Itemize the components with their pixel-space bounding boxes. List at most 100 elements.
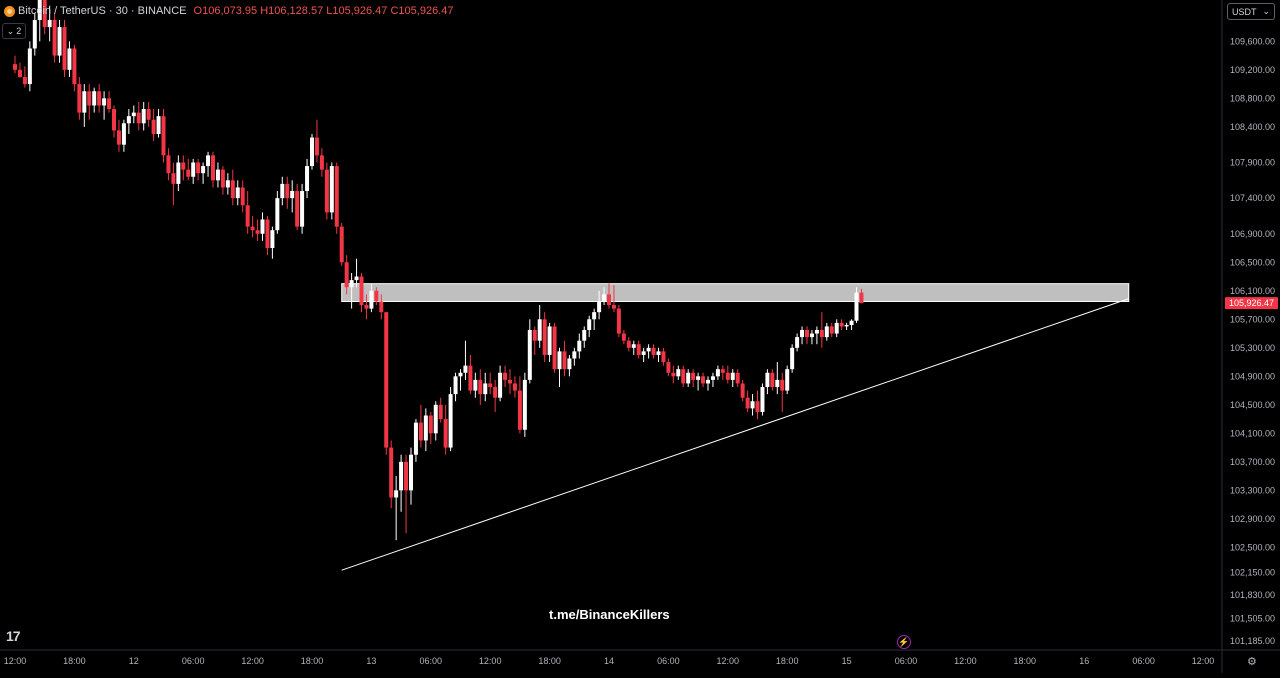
candle-body[interactable] — [32, 19, 37, 49]
candle-body[interactable] — [156, 116, 161, 134]
candle-body[interactable] — [636, 344, 641, 355]
lightning-icon[interactable]: ⚡ — [897, 635, 911, 649]
candle-body[interactable] — [562, 351, 567, 370]
candle-body[interactable] — [517, 390, 522, 430]
candle-body[interactable] — [230, 180, 235, 199]
candle-body[interactable] — [829, 326, 834, 334]
candle-body[interactable] — [651, 347, 656, 355]
candle-body[interactable] — [750, 401, 755, 409]
candle-body[interactable] — [394, 490, 399, 498]
candle-body[interactable] — [255, 230, 260, 234]
candle-body[interactable] — [547, 326, 552, 355]
candle-body[interactable] — [582, 329, 587, 341]
candle-body[interactable] — [295, 191, 300, 227]
candle-body[interactable] — [844, 325, 849, 327]
candle-body[interactable] — [275, 198, 280, 231]
candle-body[interactable] — [577, 340, 582, 352]
candle-body[interactable] — [240, 187, 245, 206]
candle-body[interactable] — [785, 369, 790, 391]
candle-body[interactable] — [522, 379, 527, 430]
candle-body[interactable] — [542, 319, 547, 355]
candle-body[interactable] — [141, 109, 146, 124]
candle-body[interactable] — [552, 326, 557, 370]
candle-body[interactable] — [220, 169, 225, 188]
candle-body[interactable] — [859, 292, 864, 304]
candle-body[interactable] — [686, 372, 691, 384]
candle-body[interactable] — [384, 312, 389, 448]
tradingview-logo[interactable]: 17 — [6, 628, 21, 644]
candle-body[interactable] — [280, 183, 285, 199]
candle-body[interactable] — [691, 372, 696, 380]
candle-body[interactable] — [374, 290, 379, 302]
candle-body[interactable] — [592, 312, 597, 320]
candle-body[interactable] — [607, 294, 611, 306]
candle-body[interactable] — [745, 397, 750, 409]
candle-body[interactable] — [349, 280, 354, 288]
candle-body[interactable] — [126, 116, 131, 124]
candle-body[interactable] — [166, 155, 171, 174]
candle-body[interactable] — [849, 320, 854, 325]
candle-body[interactable] — [587, 319, 592, 330]
candle-body[interactable] — [458, 372, 463, 377]
candle-body[interactable] — [824, 326, 829, 338]
candle-body[interactable] — [557, 351, 562, 370]
candle-body[interactable] — [423, 415, 428, 441]
candle-body[interactable] — [780, 379, 785, 391]
candle-body[interactable] — [725, 372, 730, 380]
candle-body[interactable] — [161, 116, 166, 156]
candle-body[interactable] — [443, 419, 448, 448]
candle-body[interactable] — [413, 422, 418, 455]
candle-body[interactable] — [186, 169, 191, 177]
indicators-toggle-button[interactable]: ⌄ 2 — [2, 23, 26, 39]
candle-body[interactable] — [854, 292, 859, 321]
candle-body[interactable] — [626, 340, 631, 348]
candle-body[interactable] — [463, 365, 468, 373]
candle-body[interactable] — [720, 369, 725, 373]
candle-body[interactable] — [696, 376, 701, 380]
candle-body[interactable] — [27, 48, 32, 85]
candle-body[interactable] — [770, 372, 775, 388]
candle-body[interactable] — [305, 166, 310, 192]
candle-body[interactable] — [706, 379, 710, 384]
candle-body[interactable] — [760, 387, 765, 412]
candle-body[interactable] — [260, 219, 265, 234]
candle-body[interactable] — [715, 369, 720, 377]
support-trendline[interactable] — [341, 298, 1129, 571]
candle-body[interactable] — [611, 305, 616, 309]
candle-body[interactable] — [359, 276, 364, 306]
candle-body[interactable] — [285, 183, 290, 199]
candle-body[interactable] — [334, 166, 339, 227]
candle-body[interactable] — [310, 137, 314, 167]
candle-body[interactable] — [77, 84, 82, 113]
candle-body[interactable] — [710, 376, 715, 380]
candle-body[interactable] — [448, 394, 453, 448]
candle-body[interactable] — [42, 0, 47, 28]
candle-body[interactable] — [265, 219, 270, 249]
candle-body[interactable] — [17, 69, 22, 77]
candle-body[interactable] — [107, 98, 112, 110]
candle-body[interactable] — [621, 333, 626, 341]
candle-body[interactable] — [433, 404, 438, 434]
candle-body[interactable] — [468, 365, 473, 391]
candle-body[interactable] — [319, 155, 324, 170]
candle-body[interactable] — [270, 230, 275, 249]
candle-body[interactable] — [300, 191, 305, 227]
candle-body[interactable] — [250, 226, 255, 231]
candle-body[interactable] — [131, 112, 136, 117]
candle-body[interactable] — [661, 351, 666, 363]
candle-body[interactable] — [740, 383, 745, 398]
candle-body[interactable] — [735, 372, 740, 384]
candle-body[interactable] — [488, 383, 493, 388]
candle-body[interactable] — [215, 169, 220, 181]
candle-body[interactable] — [641, 351, 646, 355]
candle-body[interactable] — [136, 112, 141, 124]
candle-body[interactable] — [235, 187, 240, 199]
candle-body[interactable] — [498, 372, 503, 398]
candle-body[interactable] — [245, 205, 250, 227]
currency-select[interactable]: USDT ⌄ — [1227, 3, 1275, 20]
candle-body[interactable] — [196, 162, 201, 174]
candle-body[interactable] — [676, 369, 681, 377]
candle-body[interactable] — [290, 191, 295, 199]
candle-body[interactable] — [730, 372, 735, 380]
